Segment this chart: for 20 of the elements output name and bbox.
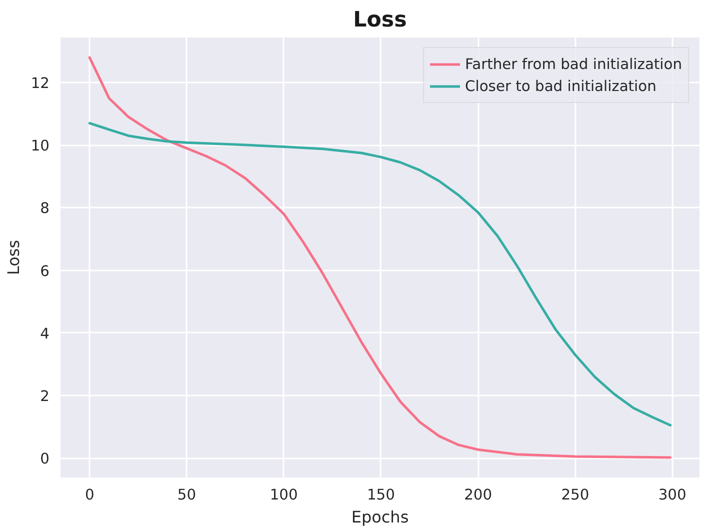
x-tick-label: 150: [366, 486, 395, 504]
x-tick-label: 300: [658, 486, 686, 504]
legend-label: Closer to bad initialization: [465, 78, 656, 94]
x-axis-title: Epochs: [351, 508, 409, 526]
y-tick-label: 10: [30, 138, 50, 155]
y-tick-label: 12: [30, 75, 50, 92]
chart-title: Loss: [353, 8, 407, 32]
legend-label: Farther from bad initialization: [465, 56, 682, 72]
x-tick-label: 50: [177, 486, 196, 504]
y-tick-label: 2: [40, 388, 50, 406]
y-tick-label: 4: [40, 325, 50, 342]
y-tick-label: 6: [40, 262, 50, 280]
line-series: [88, 122, 672, 426]
y-tick-label: 8: [40, 200, 50, 218]
y-axis-title: Loss: [4, 240, 23, 276]
x-tick-label: 100: [270, 486, 298, 504]
x-tick-label: 200: [464, 486, 492, 504]
x-tick-label: 0: [84, 486, 94, 504]
y-tick-label: 0: [40, 450, 50, 468]
x-tick-label: 250: [561, 486, 590, 504]
